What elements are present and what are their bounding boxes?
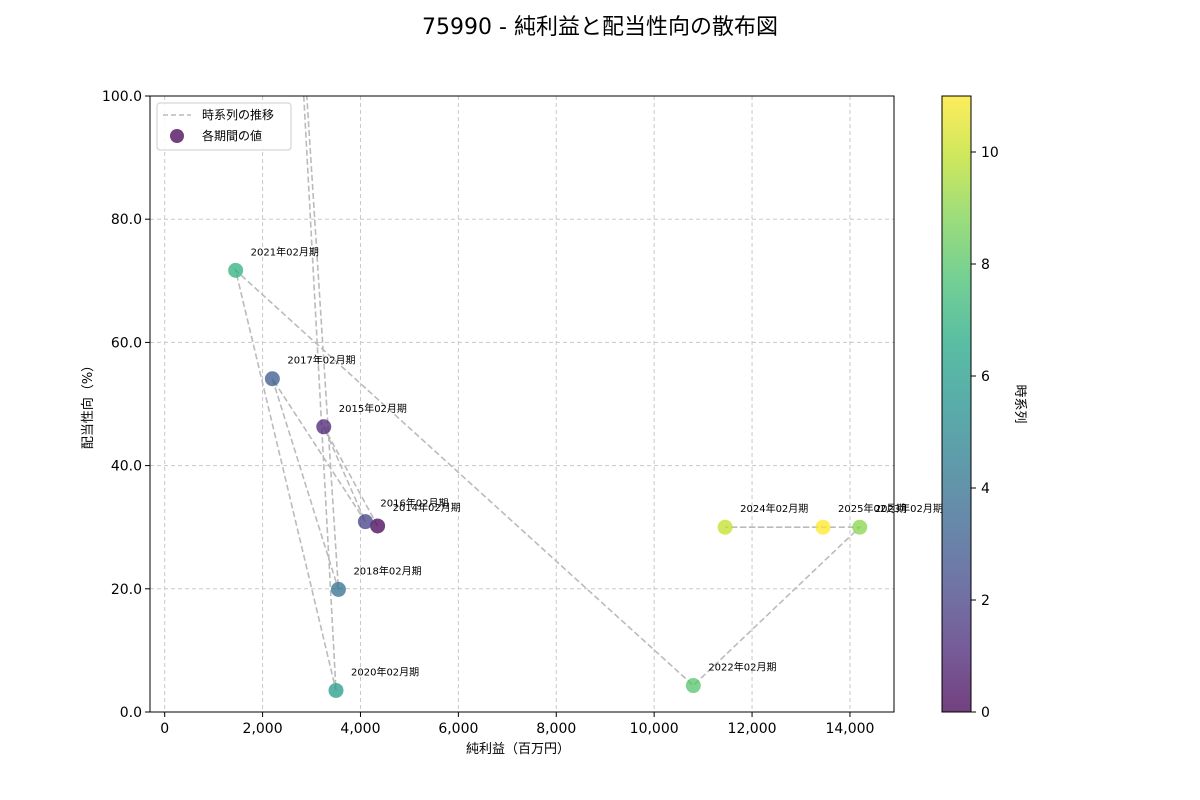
- chart-title: 75990 - 純利益と配当性向の散布図: [422, 15, 778, 40]
- series-line: [234, 96, 862, 691]
- x-tick-label: 2,000: [243, 721, 283, 737]
- data-point: [852, 519, 868, 535]
- colorbar-tick-label: 4: [981, 481, 990, 497]
- point-label: 2022年02月期: [708, 661, 776, 674]
- x-tick-label: 8,000: [536, 721, 576, 737]
- legend-scatter-swatch: [170, 129, 184, 143]
- colorbar-tick-label: 10: [981, 145, 999, 161]
- colorbar-title: 時系列: [1012, 384, 1027, 423]
- colorbar-gradient: [941, 95, 972, 713]
- x-axis-title: 純利益（百万円）: [466, 742, 570, 757]
- x-tick-label: 12,000: [728, 721, 777, 737]
- colorbar-tick-label: 0: [981, 705, 990, 721]
- x-tick-label: 4,000: [340, 721, 380, 737]
- y-tick-label: 0.0: [120, 705, 142, 721]
- data-point: [717, 519, 733, 535]
- point-labels: 2014年02月期 2015年02月期 2016年02月期 2017年02月期 2018…: [251, 245, 943, 678]
- point-label: 2018年02月期: [353, 564, 421, 577]
- colorbar-tick-label: 6: [981, 369, 990, 385]
- x-axis: 0 2,000 4,000 6,000 8,000 10,000 12,000 14,000: [160, 712, 874, 737]
- y-tick-label: 100.0: [102, 89, 142, 105]
- data-point: [228, 262, 244, 278]
- point-label: 2017年02月期: [287, 354, 355, 367]
- x-tick-label: 0: [160, 721, 169, 737]
- y-tick-label: 20.0: [111, 582, 142, 598]
- x-tick-label: 14,000: [825, 721, 874, 737]
- time-series-line: [234, 96, 862, 691]
- colorbar: 0 2 4 6 8 10 時系列: [941, 95, 1027, 721]
- y-axis: 0.0 20.0 40.0 60.0 80.0 100.0: [102, 89, 150, 721]
- y-tick-label: 60.0: [111, 335, 142, 351]
- point-label: 2016年02月期: [380, 497, 448, 510]
- gridlines: [150, 95, 894, 713]
- data-points: [228, 262, 868, 698]
- point-label: 2021年02月期: [251, 245, 319, 258]
- point-label: 2023年02月期: [875, 502, 943, 515]
- data-point: [316, 419, 332, 435]
- data-point: [370, 518, 386, 534]
- legend-scatter-label: 各期間の値: [202, 128, 262, 143]
- colorbar-tick-label: 8: [981, 257, 990, 273]
- data-point: [328, 682, 344, 698]
- point-label: 2025年02月期: [838, 502, 906, 515]
- y-axis-title: 配当性向（%）: [80, 359, 96, 449]
- point-label: 2014年02月期: [393, 501, 461, 514]
- point-label: 2024年02月期: [740, 502, 808, 515]
- data-point: [357, 514, 373, 530]
- colorbar-ticks: 0 2 4 6 8 10: [971, 145, 999, 721]
- x-tick-label: 10,000: [630, 721, 679, 737]
- colorbar-tick-label: 2: [981, 593, 990, 609]
- x-tick-label: 6,000: [438, 721, 478, 737]
- point-label: 2020年02月期: [351, 665, 419, 678]
- legend-line-label: 時系列の推移: [202, 108, 274, 122]
- legend: 時系列の推移 各期間の値: [156, 102, 292, 151]
- y-tick-label: 40.0: [111, 459, 142, 475]
- point-label: 2015年02月期: [339, 402, 407, 415]
- data-point: [815, 519, 831, 535]
- data-point: [264, 371, 280, 387]
- data-point: [685, 678, 701, 694]
- plot-frame: [149, 95, 895, 713]
- data-point: [330, 581, 346, 597]
- y-tick-label: 80.0: [111, 212, 142, 228]
